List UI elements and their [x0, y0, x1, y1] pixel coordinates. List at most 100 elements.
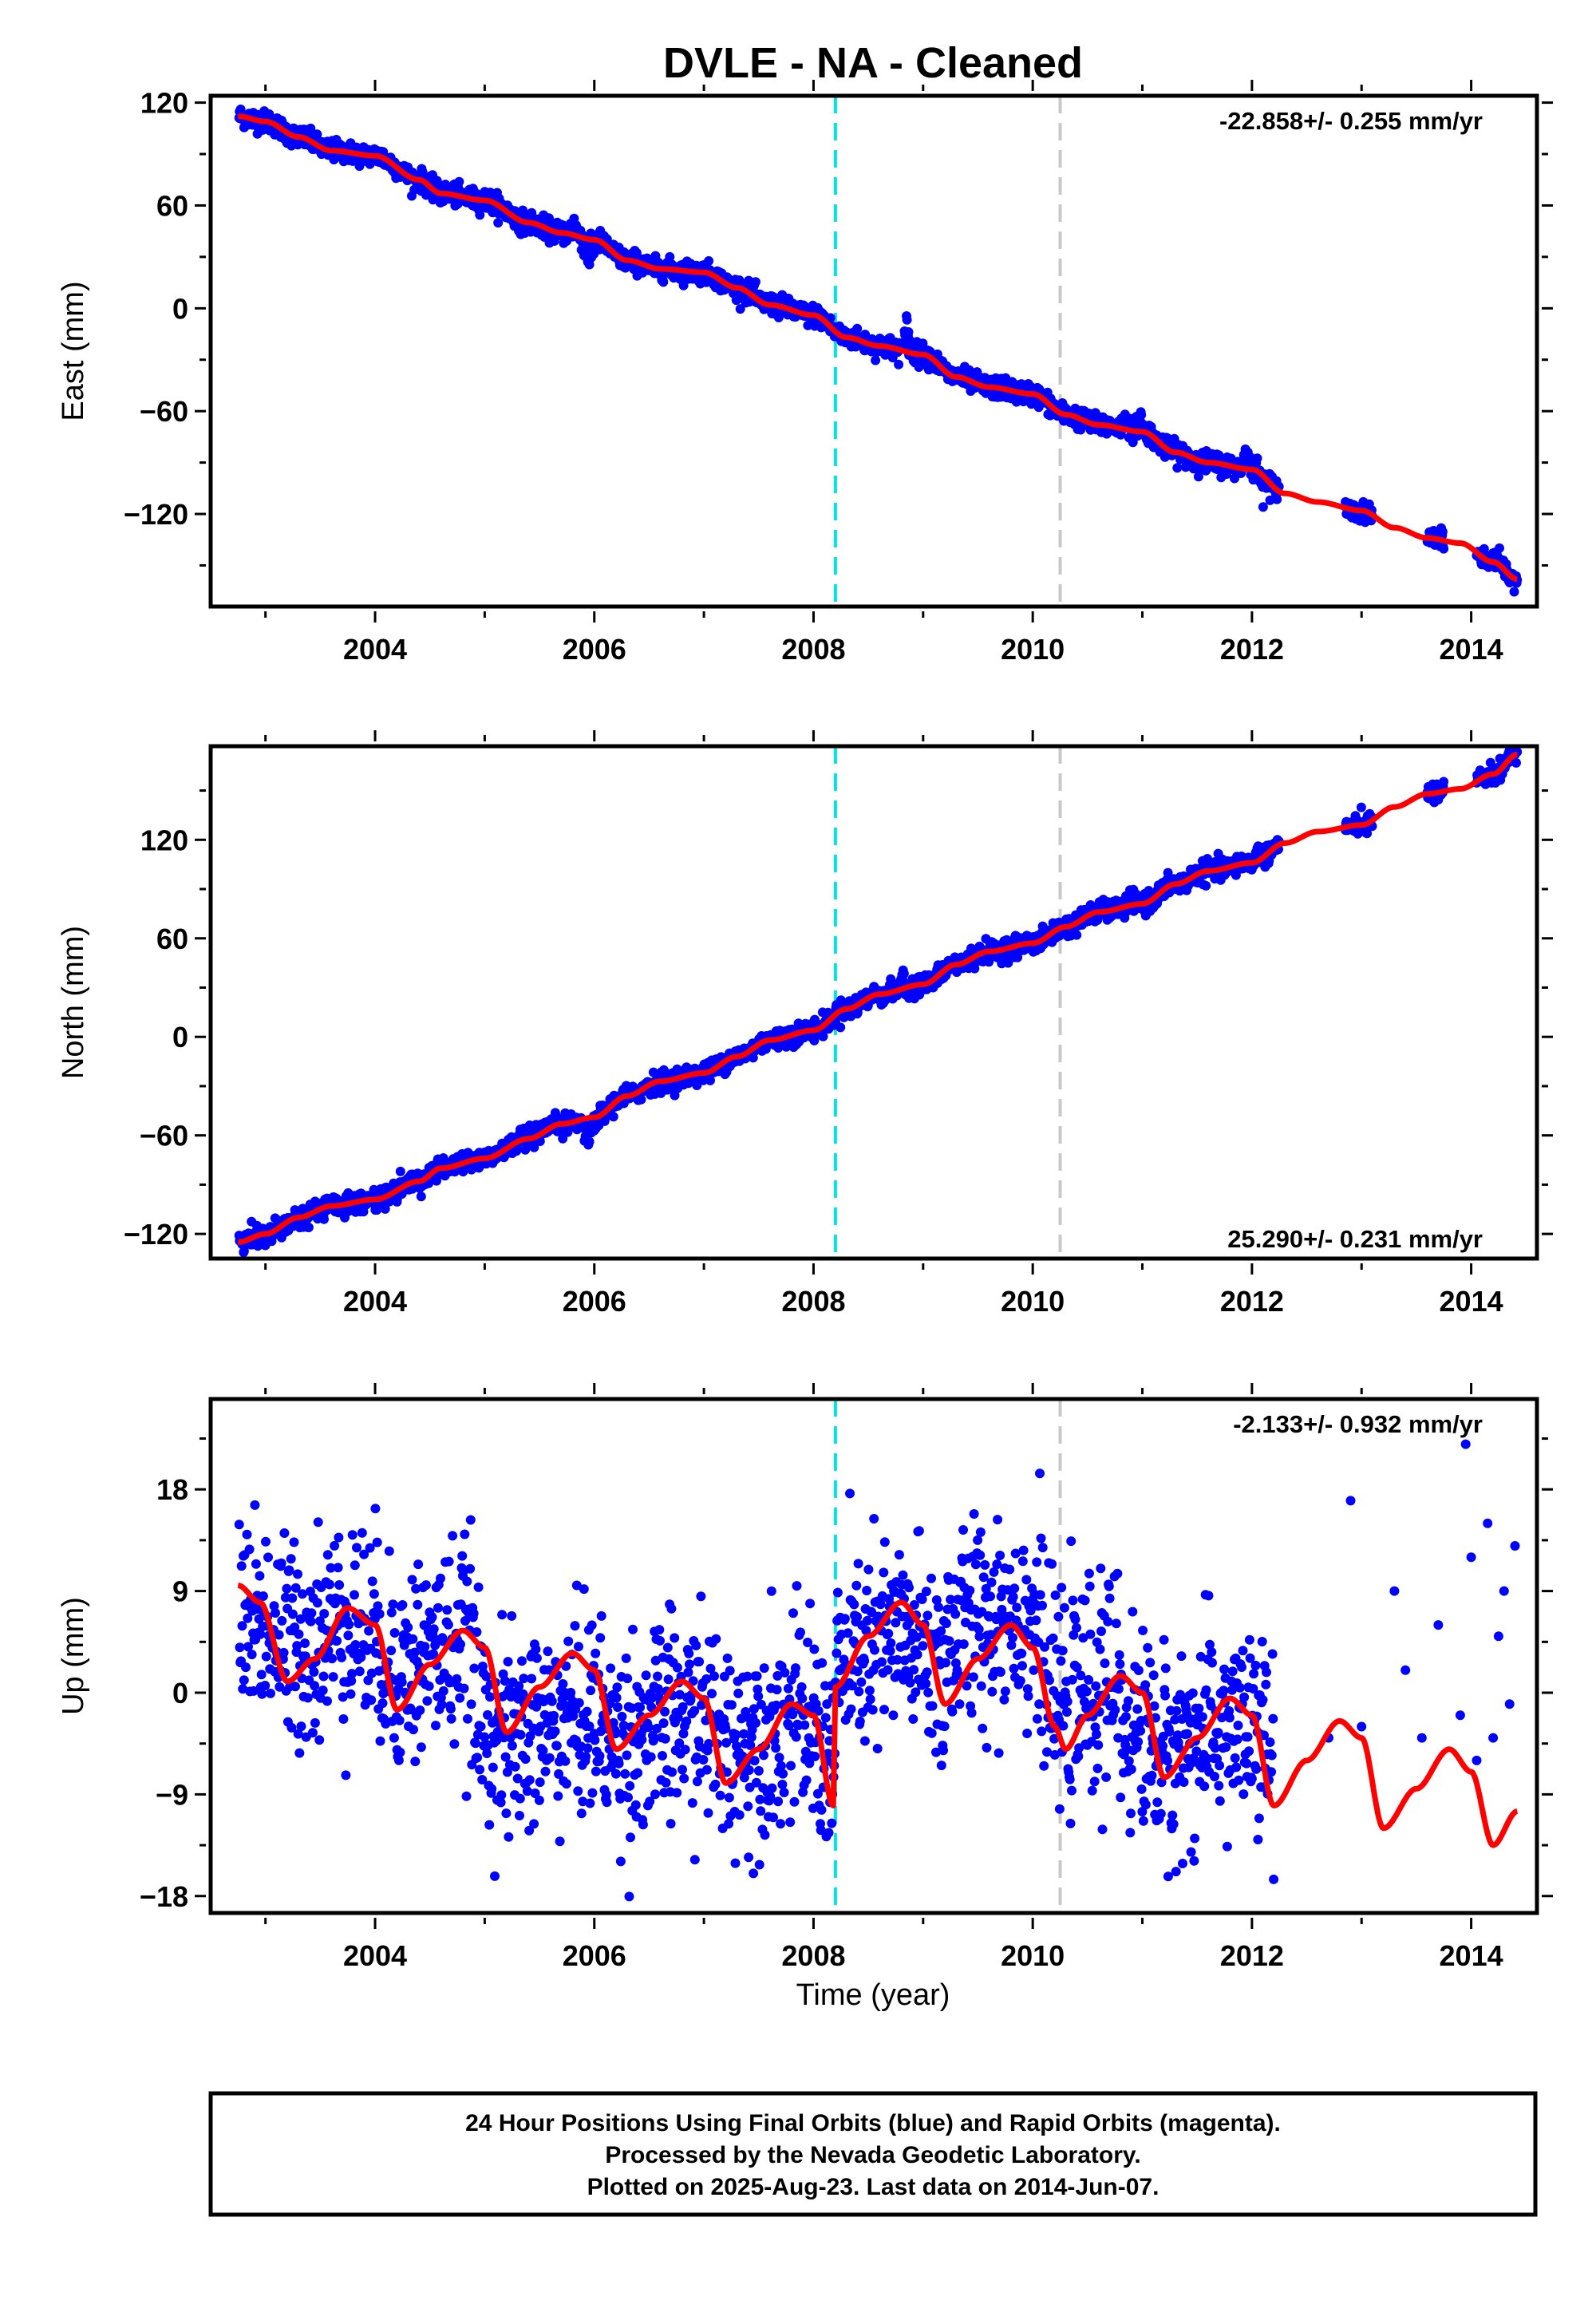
north-point	[416, 1192, 426, 1202]
up-point	[289, 1537, 299, 1547]
up-point	[443, 1619, 453, 1630]
up-points	[234, 1439, 1520, 1902]
up-point	[332, 1636, 342, 1646]
east-point	[493, 218, 504, 228]
up-point	[442, 1605, 452, 1615]
east-point	[1136, 409, 1147, 420]
east-xtick-label: 2014	[1440, 633, 1503, 666]
up-point	[437, 1699, 447, 1709]
up-point	[420, 1642, 430, 1652]
up-point	[334, 1532, 344, 1543]
east-point	[825, 313, 836, 323]
east-point	[1172, 463, 1183, 473]
north-point	[1072, 930, 1082, 940]
east-point	[665, 251, 675, 262]
up-point	[260, 1681, 271, 1690]
east-point	[658, 277, 669, 287]
north-point	[1428, 779, 1438, 789]
up-point	[279, 1647, 289, 1658]
north-ytick-label: 60	[156, 923, 188, 955]
north-point	[1439, 777, 1449, 787]
up-point	[413, 1599, 423, 1610]
north-ytick-label: −120	[124, 1218, 188, 1251]
east-point	[454, 176, 464, 187]
up-point	[346, 1689, 356, 1699]
north-point	[836, 1022, 846, 1033]
up-point	[386, 1607, 397, 1618]
north-ytick-label: 120	[140, 824, 188, 856]
up-point	[318, 1686, 328, 1695]
north-xtick-label: 2008	[781, 1285, 845, 1318]
north-xtick-label: 2004	[343, 1285, 407, 1318]
up-point	[293, 1569, 302, 1579]
up-point	[256, 1670, 267, 1680]
east-y-axis-label: East (mm)	[57, 281, 90, 421]
east-point	[903, 327, 914, 337]
up-point	[370, 1504, 381, 1514]
up-point	[302, 1693, 313, 1703]
up-point	[307, 1728, 318, 1738]
up-point	[431, 1721, 440, 1731]
up-point	[457, 1551, 468, 1561]
north-point	[1362, 828, 1373, 839]
up-point	[290, 1682, 300, 1692]
up-point	[429, 1624, 439, 1634]
east-ytick-label: 120	[140, 87, 188, 120]
up-point	[279, 1528, 290, 1538]
up-point	[314, 1735, 325, 1745]
up-point	[334, 1580, 345, 1590]
up-point	[445, 1704, 456, 1714]
up-point	[409, 1725, 418, 1735]
east-point	[1252, 453, 1262, 464]
up-point	[449, 1739, 460, 1749]
up-point	[277, 1615, 287, 1626]
up-point	[433, 1603, 443, 1613]
up-point	[446, 1713, 456, 1724]
up-point	[366, 1695, 377, 1705]
up-point	[455, 1693, 465, 1703]
up-point	[325, 1579, 334, 1590]
up-point	[296, 1721, 306, 1732]
north-point	[432, 1176, 441, 1186]
up-point	[322, 1550, 333, 1560]
up-point	[397, 1600, 408, 1610]
east-point	[475, 210, 485, 220]
up-point	[357, 1528, 367, 1538]
up-point	[354, 1666, 365, 1677]
up-point	[310, 1681, 320, 1691]
up-point	[444, 1556, 454, 1567]
up-point	[436, 1573, 445, 1583]
east-model-line	[236, 113, 1519, 583]
up-point	[344, 1619, 354, 1630]
up-point	[263, 1552, 273, 1563]
up-point	[415, 1705, 425, 1715]
north-point	[636, 1094, 646, 1105]
up-point	[416, 1742, 426, 1753]
up-point	[407, 1575, 417, 1585]
up-point	[372, 1537, 382, 1547]
east-xtick-label: 2006	[563, 633, 626, 666]
up-point	[235, 1642, 245, 1653]
east-ytick-label: 60	[156, 189, 188, 222]
east-point	[852, 323, 863, 334]
up-point	[322, 1696, 332, 1706]
up-point	[461, 1791, 472, 1801]
up-point	[313, 1517, 323, 1528]
up-point	[375, 1736, 385, 1746]
up-point	[251, 1559, 261, 1569]
up-point	[318, 1671, 329, 1682]
up-point	[408, 1634, 418, 1644]
up-point	[427, 1612, 437, 1622]
east-points	[234, 105, 1523, 597]
up-point	[438, 1686, 448, 1696]
east-point	[1495, 543, 1504, 553]
up-point	[284, 1565, 294, 1575]
up-point	[239, 1675, 249, 1686]
up-point	[350, 1560, 360, 1571]
north-point	[608, 1112, 618, 1122]
up-point	[367, 1576, 377, 1587]
up-point	[338, 1714, 349, 1724]
up-point	[347, 1530, 358, 1540]
up-point	[452, 1674, 462, 1684]
up-point	[337, 1652, 347, 1662]
